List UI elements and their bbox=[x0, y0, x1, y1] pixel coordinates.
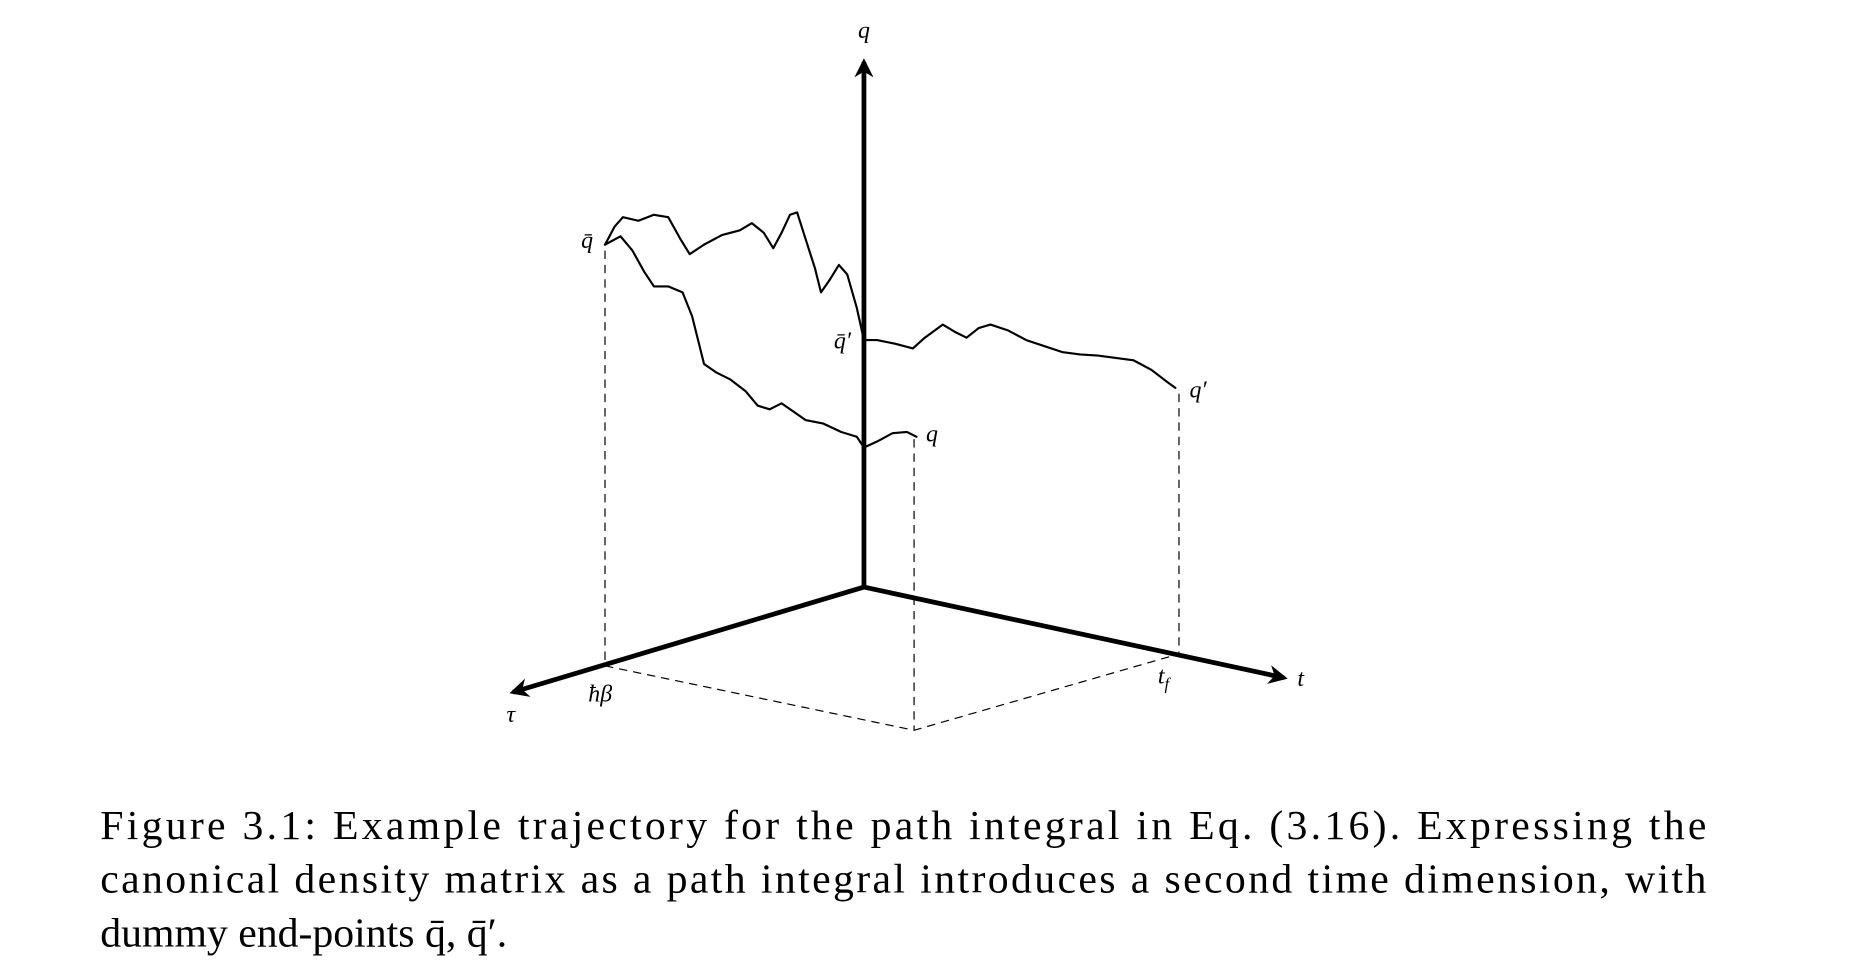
point-label: q′ bbox=[1189, 377, 1207, 403]
tau-axis bbox=[509, 584, 865, 697]
tick-label-base: t bbox=[1158, 664, 1166, 690]
axis-label: q bbox=[858, 18, 870, 44]
point-label: q̄ bbox=[581, 228, 593, 254]
lower-trajectory bbox=[603, 235, 918, 449]
t-axis bbox=[863, 584, 1288, 684]
caption-line: canonical density matrix as a path integ… bbox=[100, 857, 1706, 903]
point-label: q̄′ bbox=[834, 328, 852, 354]
caption-line: Figure 3.1: Example trajectory for the p… bbox=[100, 803, 1706, 849]
upper-trajectory bbox=[603, 211, 1177, 389]
axis-label: t bbox=[1297, 666, 1305, 692]
projection bbox=[604, 653, 1180, 731]
point-label: q bbox=[926, 422, 938, 448]
axis-label: τ bbox=[506, 702, 516, 728]
tick-label-sub: f bbox=[1164, 675, 1171, 694]
caption-line: dummy end-points q̄, q̄′. bbox=[100, 910, 507, 956]
tick-label: tf bbox=[1158, 664, 1172, 694]
tick-label: ħβ bbox=[588, 682, 612, 708]
